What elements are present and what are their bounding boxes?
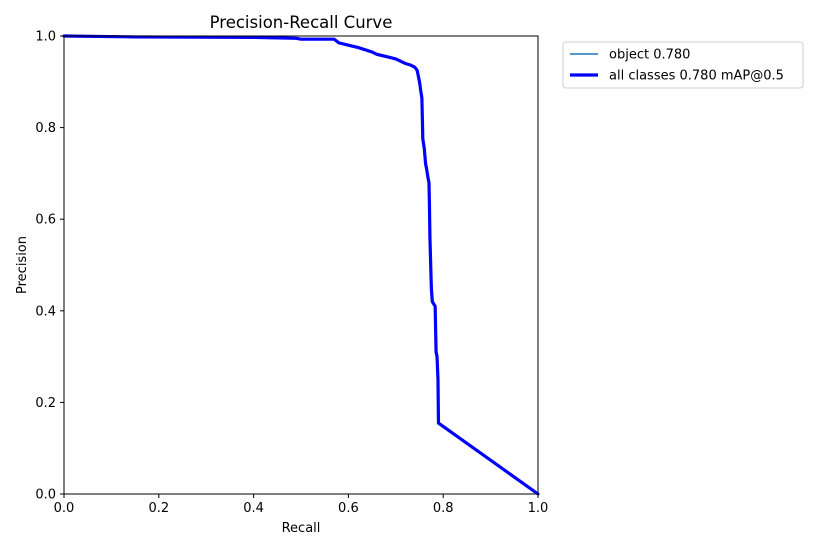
legend: object 0.780 all classes 0.780 mAP@0.5	[562, 41, 804, 89]
plot-area-frame	[63, 35, 539, 495]
y-axis-label: Precision	[15, 236, 30, 294]
series-line-object	[63, 35, 539, 495]
series-layer	[62, 34, 540, 496]
y-axis: 0.0 0.2 0.4 0.6 0.8 1.0	[35, 30, 64, 503]
legend-frame	[562, 41, 804, 89]
x-tick-label: 0.4	[243, 501, 264, 516]
y-tick-label: 0.6	[35, 213, 56, 228]
y-tick-label: 0.4	[35, 304, 56, 319]
y-tick-label: 0.8	[35, 121, 56, 136]
x-tick-label: 0.6	[338, 501, 359, 516]
x-axis: 0.0 0.2 0.4 0.6 0.8 1.0	[54, 494, 549, 516]
x-axis-label: Recall	[282, 521, 321, 536]
x-tick-label: 0.2	[148, 501, 169, 516]
x-tick-label: 0.8	[433, 501, 454, 516]
series-line-all-classes	[62, 34, 540, 496]
legend-label-all-classes: all classes 0.780 mAP@0.5	[609, 69, 784, 84]
y-tick-label: 1.0	[35, 30, 56, 45]
chart-title: Precision-Recall Curve	[210, 13, 393, 32]
y-tick-label: 0.2	[35, 396, 56, 411]
y-tick-label: 0.0	[35, 488, 56, 503]
x-tick-label: 1.0	[528, 501, 549, 516]
x-tick-label: 0.0	[54, 501, 75, 516]
legend-label-object: object 0.780	[609, 48, 690, 63]
